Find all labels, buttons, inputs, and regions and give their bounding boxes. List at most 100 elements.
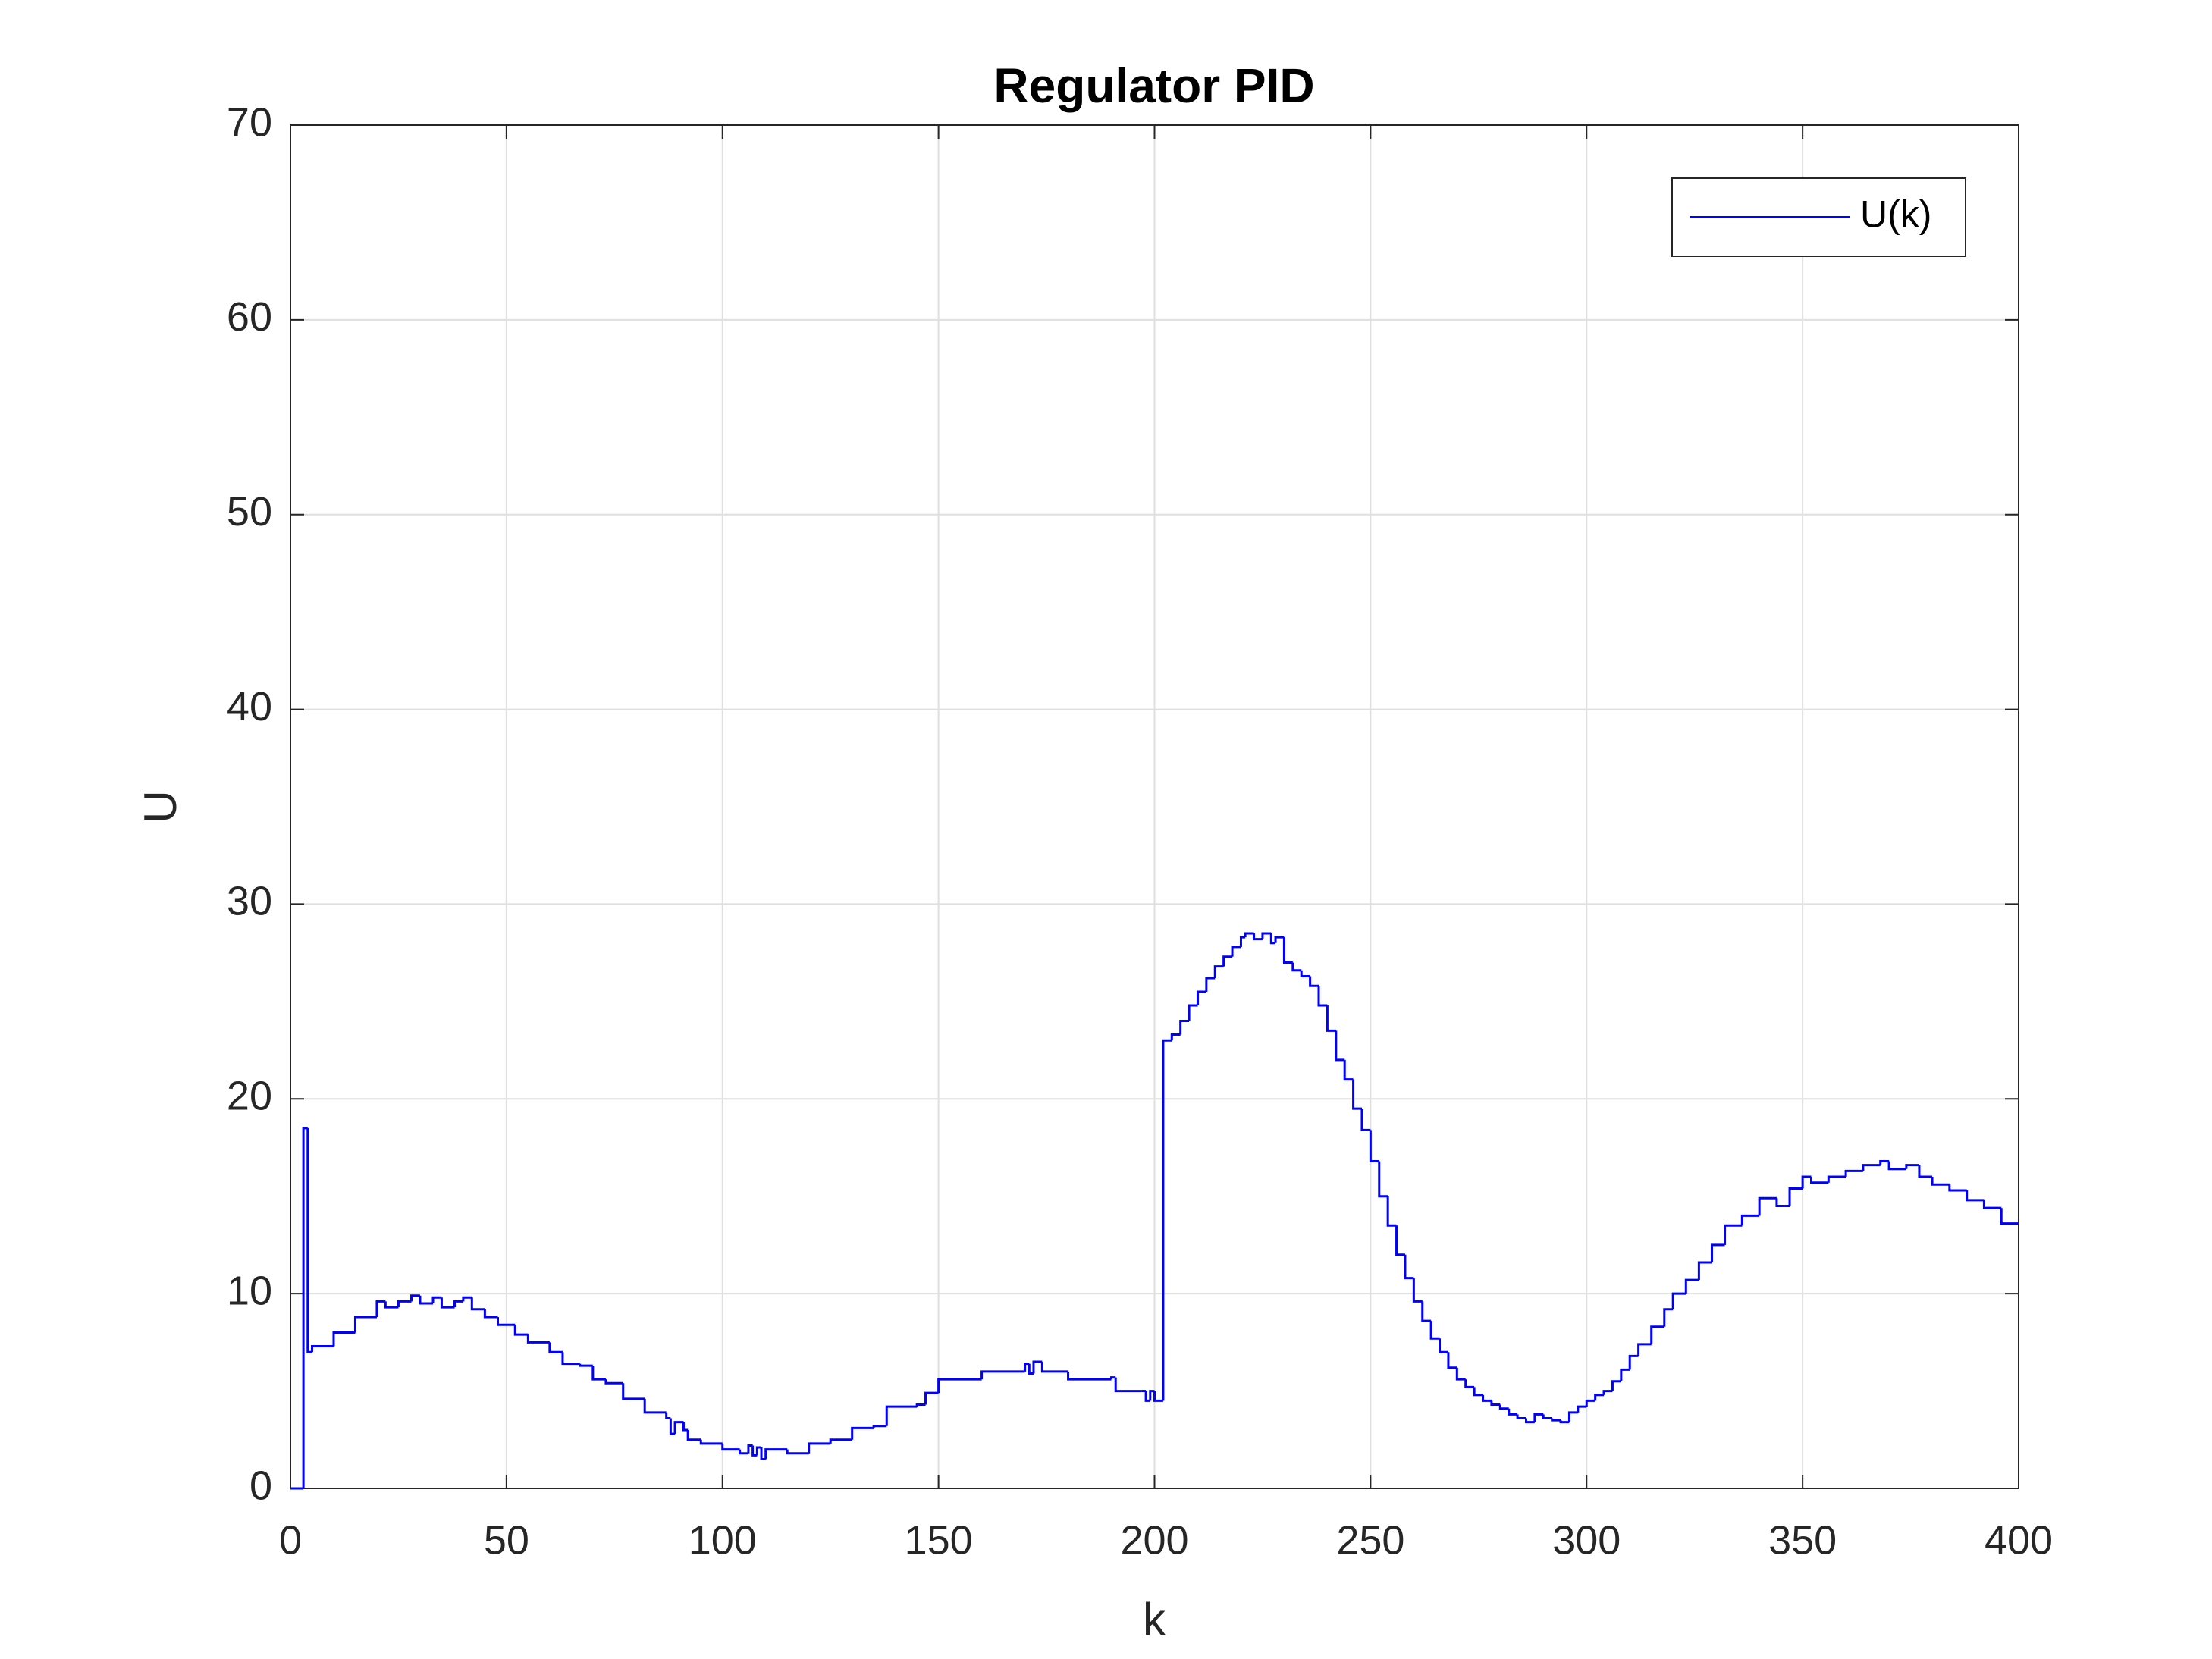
line-step [1196, 990, 1206, 1005]
line-step [1801, 1175, 1812, 1189]
line-step [1628, 1354, 1639, 1370]
line-step [1326, 1005, 1336, 1032]
line-step [1966, 1190, 1985, 1202]
line-step [1429, 1321, 1440, 1340]
line-step [1439, 1338, 1448, 1353]
line-step [1611, 1380, 1621, 1391]
y-tick-label: 60 [227, 294, 272, 340]
plot-frame [290, 124, 2019, 1489]
line-step [1360, 1109, 1371, 1131]
line-step [419, 1295, 434, 1305]
line-step [1810, 1177, 1829, 1184]
line-step [739, 1449, 748, 1455]
line-step [755, 1446, 762, 1456]
line-step [1067, 1371, 1112, 1381]
line-step [1395, 1225, 1405, 1256]
line-step [1343, 1059, 1354, 1081]
line-step [1404, 1254, 1414, 1280]
line-step [440, 1297, 455, 1309]
line-step [397, 1300, 412, 1308]
line-step [1697, 1261, 1712, 1281]
chart-title: Regulator PID [993, 58, 1314, 113]
line-step [1352, 1079, 1362, 1110]
line-step [1028, 1363, 1034, 1375]
y-tick-label: 40 [227, 684, 272, 729]
line-step [1269, 933, 1276, 945]
line-step [1559, 1420, 1570, 1424]
line-step [1585, 1399, 1595, 1407]
line-step [332, 1331, 356, 1347]
line-step [526, 1334, 550, 1344]
line-step [885, 1405, 918, 1426]
line-step [1291, 962, 1302, 972]
x-tick-label: 50 [484, 1517, 529, 1563]
x-tick-label: 200 [1120, 1517, 1188, 1563]
x-tick-label: 400 [1985, 1517, 2053, 1563]
line-step [1740, 1214, 1760, 1226]
line-step [1684, 1278, 1699, 1294]
line-step [1567, 1411, 1578, 1422]
line-step [1455, 1367, 1466, 1381]
line-step [1153, 1391, 1163, 1402]
line-step [1508, 1408, 1518, 1416]
line-step [1244, 932, 1254, 938]
line-step [1710, 1243, 1725, 1263]
line-step [353, 1316, 377, 1333]
x-tick-label: 150 [905, 1517, 973, 1563]
line-step [384, 1301, 399, 1309]
line-step [1114, 1377, 1142, 1393]
line-step [310, 1344, 334, 1353]
line-step [2000, 1208, 2019, 1225]
line-step [1149, 1390, 1155, 1401]
line-step [1918, 1165, 1933, 1178]
line-step [1213, 965, 1224, 979]
line-step [1274, 936, 1285, 943]
line-step [622, 1383, 645, 1400]
y-axis-label: U [135, 790, 186, 823]
line-step [643, 1398, 667, 1414]
line-step [808, 1442, 831, 1454]
line-step [1637, 1343, 1652, 1356]
line-step [1533, 1413, 1544, 1422]
line-step [561, 1352, 580, 1366]
line-step [1317, 986, 1328, 1007]
line-step [1239, 936, 1246, 947]
y-tick-label: 50 [227, 489, 272, 535]
x-tick-label: 100 [689, 1517, 757, 1563]
line-step [579, 1363, 593, 1367]
line-step [1788, 1187, 1803, 1206]
line-step [375, 1300, 386, 1317]
line-step [1887, 1161, 1906, 1171]
line-step [1663, 1308, 1674, 1327]
line-step [980, 1370, 1025, 1380]
line-step [1827, 1175, 1846, 1183]
line-step [682, 1422, 689, 1432]
line-step [915, 1403, 926, 1407]
line-step [699, 1439, 723, 1445]
line-step [1170, 1033, 1181, 1041]
line-step [1144, 1391, 1150, 1402]
line-step [764, 1448, 788, 1460]
line-step [665, 1412, 671, 1420]
line-step [1498, 1404, 1509, 1410]
line-step [1671, 1292, 1686, 1309]
line-step [513, 1325, 529, 1336]
x-tick-label: 250 [1336, 1517, 1404, 1563]
line-step [1844, 1169, 1863, 1178]
line-step [760, 1447, 766, 1460]
line-step [1386, 1196, 1397, 1227]
line-step [1447, 1352, 1457, 1369]
line-step [1040, 1362, 1068, 1373]
y-tick-label: 20 [227, 1074, 272, 1119]
line-step [431, 1296, 442, 1303]
line-step [1421, 1301, 1432, 1322]
line-step [669, 1418, 676, 1435]
line-step [1473, 1387, 1483, 1397]
line-step [1758, 1196, 1777, 1216]
line-step [851, 1426, 874, 1440]
line-step [1032, 1360, 1043, 1374]
line-step [1282, 937, 1293, 964]
line-step [937, 1378, 982, 1394]
line-step [686, 1429, 701, 1441]
line-step [1179, 1020, 1190, 1035]
